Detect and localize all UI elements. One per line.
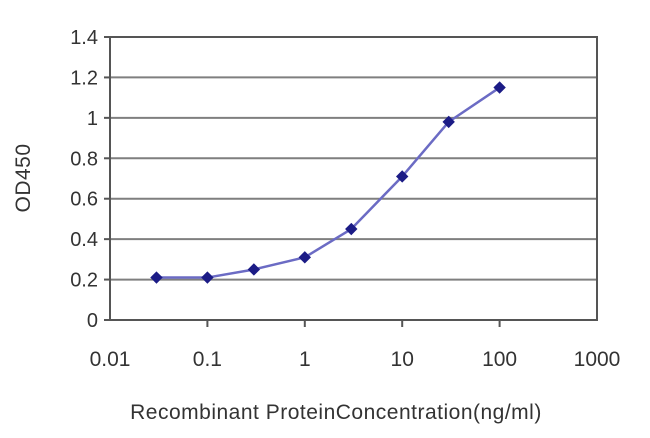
- x-tick-label: 10: [391, 348, 414, 371]
- y-tick-label: 1.2: [70, 67, 98, 89]
- x-tick-label: 0.01: [90, 348, 131, 371]
- data-point-marker: [345, 222, 358, 236]
- y-tick-label: 0.2: [70, 270, 98, 292]
- plot-frame: [109, 36, 598, 321]
- x-tick-label: 1000: [574, 348, 621, 371]
- y-tick-label: 0.8: [70, 148, 98, 170]
- tick-labels: 0 0.2 0.4 0.6 0.8 1 1.2 1.4 0.01 0.1 1 10 100 1000: [70, 27, 620, 371]
- series-line: [156, 86, 501, 279]
- gridlines: [110, 76, 597, 281]
- x-tick-label: 100: [482, 348, 517, 371]
- y-tick-label: 0: [87, 310, 98, 332]
- x-tick-label: 0.1: [193, 348, 222, 371]
- data-point-marker: [201, 271, 214, 284]
- y-tick-label: 1.4: [70, 27, 98, 49]
- data-point-marker: [298, 251, 312, 264]
- data-point-marker: [493, 81, 506, 94]
- y-tick-label: 1: [87, 108, 98, 130]
- y-tick-label: 0.6: [70, 189, 98, 211]
- data-point-marker: [150, 271, 163, 284]
- data-series: [150, 81, 506, 284]
- plot-frame-group: [109, 36, 598, 321]
- data-point-marker: [395, 170, 409, 183]
- data-point-marker: [247, 263, 261, 276]
- x-tick-label: 1: [299, 348, 311, 371]
- y-tick-label: 0.4: [70, 229, 98, 251]
- axis-ticks: [104, 36, 501, 327]
- data-point-marker: [442, 115, 455, 129]
- y-axis-title: OD450: [12, 143, 35, 212]
- x-axis-title: Recombinant ProteinConcentration(ng/ml): [130, 401, 542, 424]
